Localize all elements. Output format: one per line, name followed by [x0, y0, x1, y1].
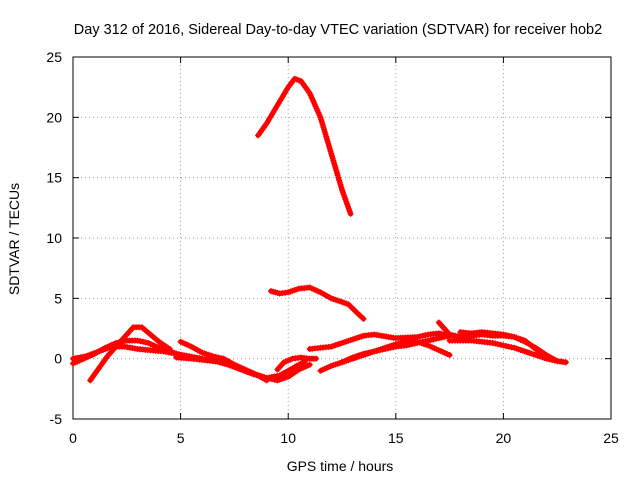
y-tick-label: 25	[46, 49, 62, 65]
data-point	[142, 339, 149, 346]
data-point	[223, 359, 230, 366]
data-point	[446, 352, 453, 359]
data-point	[395, 340, 402, 347]
series-trace	[70, 344, 308, 381]
data-point	[228, 361, 235, 368]
data-point	[166, 346, 173, 353]
data-point	[347, 210, 354, 217]
data-point	[492, 340, 499, 347]
series-arc-6	[274, 354, 320, 373]
data-point	[360, 315, 367, 322]
data-point	[400, 339, 407, 346]
y-tick-label: 10	[46, 230, 62, 246]
series-arc-11	[339, 338, 453, 366]
y-tick-label: -5	[50, 411, 63, 427]
data-point	[427, 336, 434, 343]
x-tick-label: 20	[496, 430, 512, 446]
data-point	[503, 332, 510, 339]
y-tick-label: 5	[54, 290, 62, 306]
data-point	[139, 338, 146, 345]
data-point	[435, 335, 442, 342]
data-point	[500, 331, 507, 338]
data-point	[419, 332, 426, 339]
y-tick-label: 0	[54, 351, 62, 367]
x-tick-label: 5	[177, 430, 185, 446]
data-point	[505, 343, 512, 350]
x-tick-label: 10	[280, 430, 296, 446]
series-arc-14	[457, 329, 561, 365]
series-arc-5	[173, 354, 270, 384]
data-point	[220, 359, 227, 366]
data-point	[495, 341, 502, 348]
data-point	[489, 339, 496, 346]
data-point	[508, 344, 515, 351]
series-arc-8	[267, 284, 367, 322]
data-point	[226, 360, 233, 367]
data-point	[269, 376, 276, 383]
data-point	[441, 333, 448, 340]
data-point	[449, 332, 456, 339]
y-axis-label: SDTVAR / TECUs	[6, 183, 22, 295]
data-point	[433, 335, 440, 342]
data-point	[438, 334, 445, 341]
series-trace	[255, 76, 354, 217]
series-arc-3	[87, 324, 173, 384]
grid-layer	[73, 57, 611, 419]
x-axis-label: GPS time / hours	[287, 458, 394, 474]
data-point	[554, 358, 561, 365]
data-point	[500, 342, 507, 349]
data-point	[508, 333, 515, 340]
data-point	[417, 333, 424, 340]
data-point	[392, 341, 399, 348]
chart-title: Day 312 of 2016, Sidereal Day-to-day VTE…	[74, 22, 602, 38]
data-point	[137, 338, 144, 345]
y-tick-label: 15	[46, 170, 62, 186]
data-point	[446, 331, 453, 338]
data-point	[503, 342, 510, 349]
data-point	[134, 337, 141, 344]
data-point	[497, 341, 504, 348]
series-arc-9	[306, 330, 453, 353]
x-tick-label: 15	[388, 430, 404, 446]
x-tick-label: 25	[603, 430, 619, 446]
tick-labels: 0 5 10 15 20 25 -5 0 5 10 15 20 25	[46, 49, 619, 446]
series-arc-10	[317, 332, 453, 374]
axes-layer	[72, 56, 612, 420]
data-point	[313, 355, 320, 362]
data-point	[263, 377, 270, 384]
x-tick-label: 0	[69, 430, 77, 446]
data-point	[505, 332, 512, 339]
series-arc-7	[255, 75, 354, 217]
data-layer	[70, 75, 569, 384]
data-point	[398, 339, 405, 346]
series-arc-13	[446, 337, 569, 366]
y-tick-label: 20	[46, 109, 62, 125]
data-point	[306, 361, 313, 368]
data-point	[422, 332, 429, 339]
data-point	[562, 359, 569, 366]
data-point	[430, 336, 437, 343]
